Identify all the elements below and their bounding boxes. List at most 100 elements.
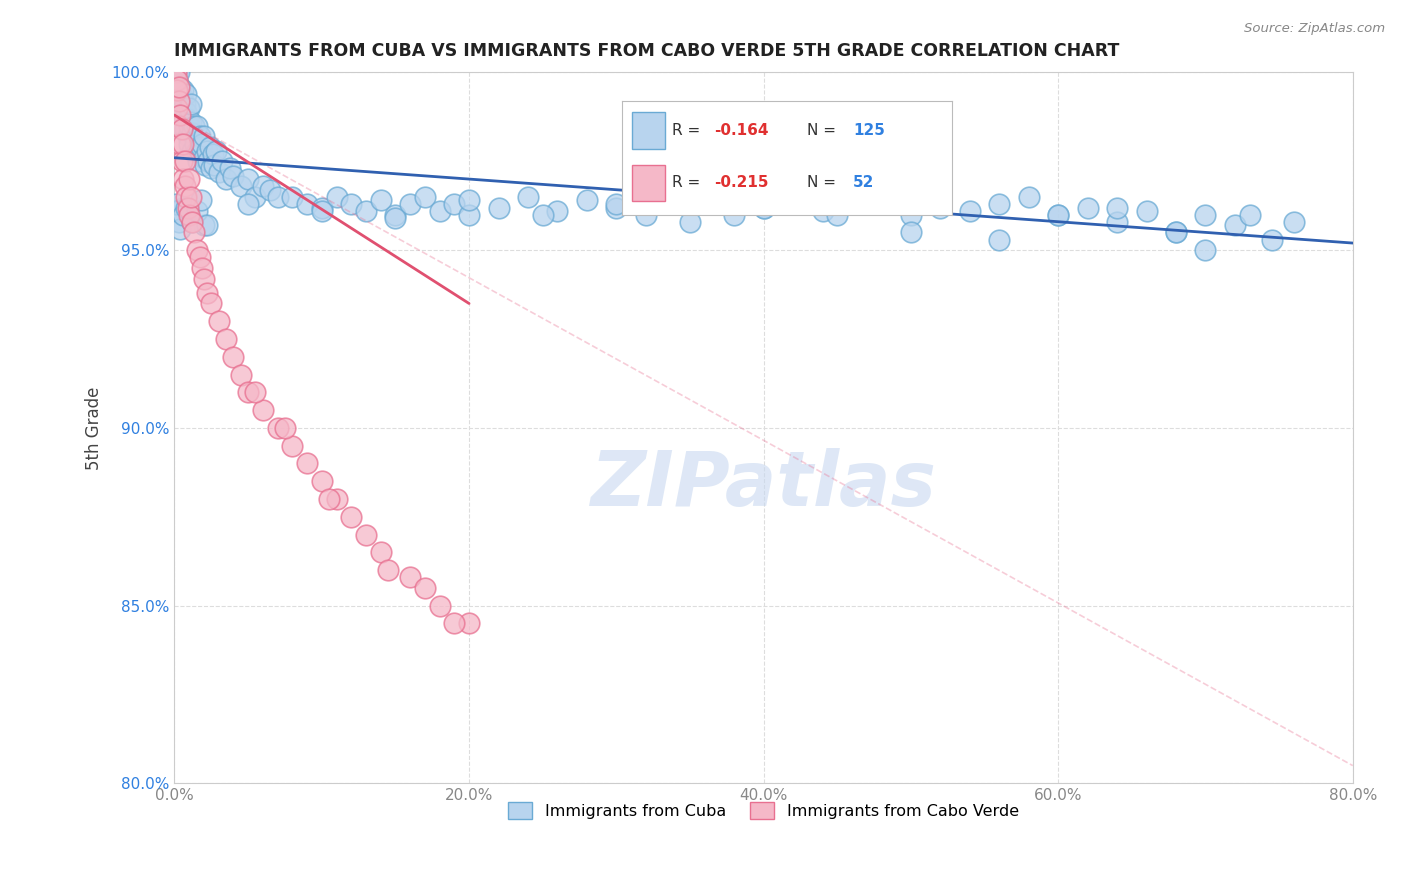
Point [900,208,922,222]
Point [1239,208,1261,222]
Point [179,208,201,222]
Point [723,208,745,222]
Point [679,215,702,229]
Point [174,104,197,119]
Point [354,527,377,541]
Point [167,215,190,229]
Point [188,129,211,144]
Point [399,197,422,211]
Point [190,194,212,208]
Point [870,190,893,204]
Point [1135,204,1157,219]
Point [825,208,848,222]
Point [172,136,194,151]
Point [252,403,274,417]
Text: ZIPatlas: ZIPatlas [591,448,936,522]
Point [458,208,481,222]
Point [370,194,392,208]
Point [195,219,218,233]
Point [325,491,347,506]
Point [179,101,201,115]
Point [1194,243,1216,257]
Point [1164,226,1187,240]
Point [170,122,193,136]
Point [1194,208,1216,222]
Point [311,201,333,215]
Point [1047,208,1070,222]
Point [170,90,193,104]
Text: IMMIGRANTS FROM CUBA VS IMMIGRANTS FROM CABO VERDE 5TH GRADE CORRELATION CHART: IMMIGRANTS FROM CUBA VS IMMIGRANTS FROM … [174,42,1119,60]
Point [173,122,195,136]
Point [167,94,190,108]
Point [166,204,188,219]
Point [181,144,204,158]
Point [399,570,422,584]
Point [177,201,200,215]
Point [169,79,191,94]
Point [752,201,775,215]
Point [166,101,188,115]
Point [575,194,598,208]
Point [605,197,627,211]
Point [186,144,208,158]
Point [546,204,568,219]
Point [384,208,406,222]
Point [173,97,195,112]
Point [664,197,686,211]
Point [202,158,225,172]
Point [172,83,194,97]
Point [201,147,224,161]
Point [377,563,399,577]
Point [236,385,259,400]
Point [1077,201,1099,215]
Point [340,197,363,211]
Point [311,204,333,219]
Point [443,197,465,211]
Point [325,190,347,204]
Point [1018,190,1040,204]
Point [236,172,259,186]
Point [174,201,197,215]
Point [167,65,190,79]
Point [988,233,1011,247]
Point [605,201,627,215]
Point [180,97,202,112]
Point [183,119,205,133]
Point [166,72,188,87]
Text: Source: ZipAtlas.com: Source: ZipAtlas.com [1244,22,1385,36]
Point [172,108,194,122]
Point [195,144,218,158]
Point [458,616,481,631]
Point [193,151,215,165]
Point [236,197,259,211]
Point [245,385,267,400]
Point [177,129,200,144]
Point [188,250,211,264]
Point [179,136,201,151]
Point [204,144,226,158]
Point [311,474,333,488]
Point [197,154,219,169]
Legend: Immigrants from Cuba, Immigrants from Cabo Verde: Immigrants from Cuba, Immigrants from Ca… [502,796,1025,825]
Point [181,215,204,229]
Point [215,332,238,346]
Point [215,172,238,186]
Point [172,172,194,186]
Point [193,219,215,233]
Point [186,204,208,219]
Point [165,83,187,97]
Point [194,158,217,172]
Point [370,545,392,559]
Point [173,179,195,194]
Y-axis label: 5th Grade: 5th Grade [86,386,103,469]
Point [517,190,540,204]
Point [1047,208,1070,222]
Point [193,129,215,144]
Point [166,72,188,87]
Point [165,83,187,97]
Point [172,208,194,222]
Point [1261,233,1284,247]
Point [222,169,245,183]
Point [531,208,554,222]
Point [170,201,193,215]
